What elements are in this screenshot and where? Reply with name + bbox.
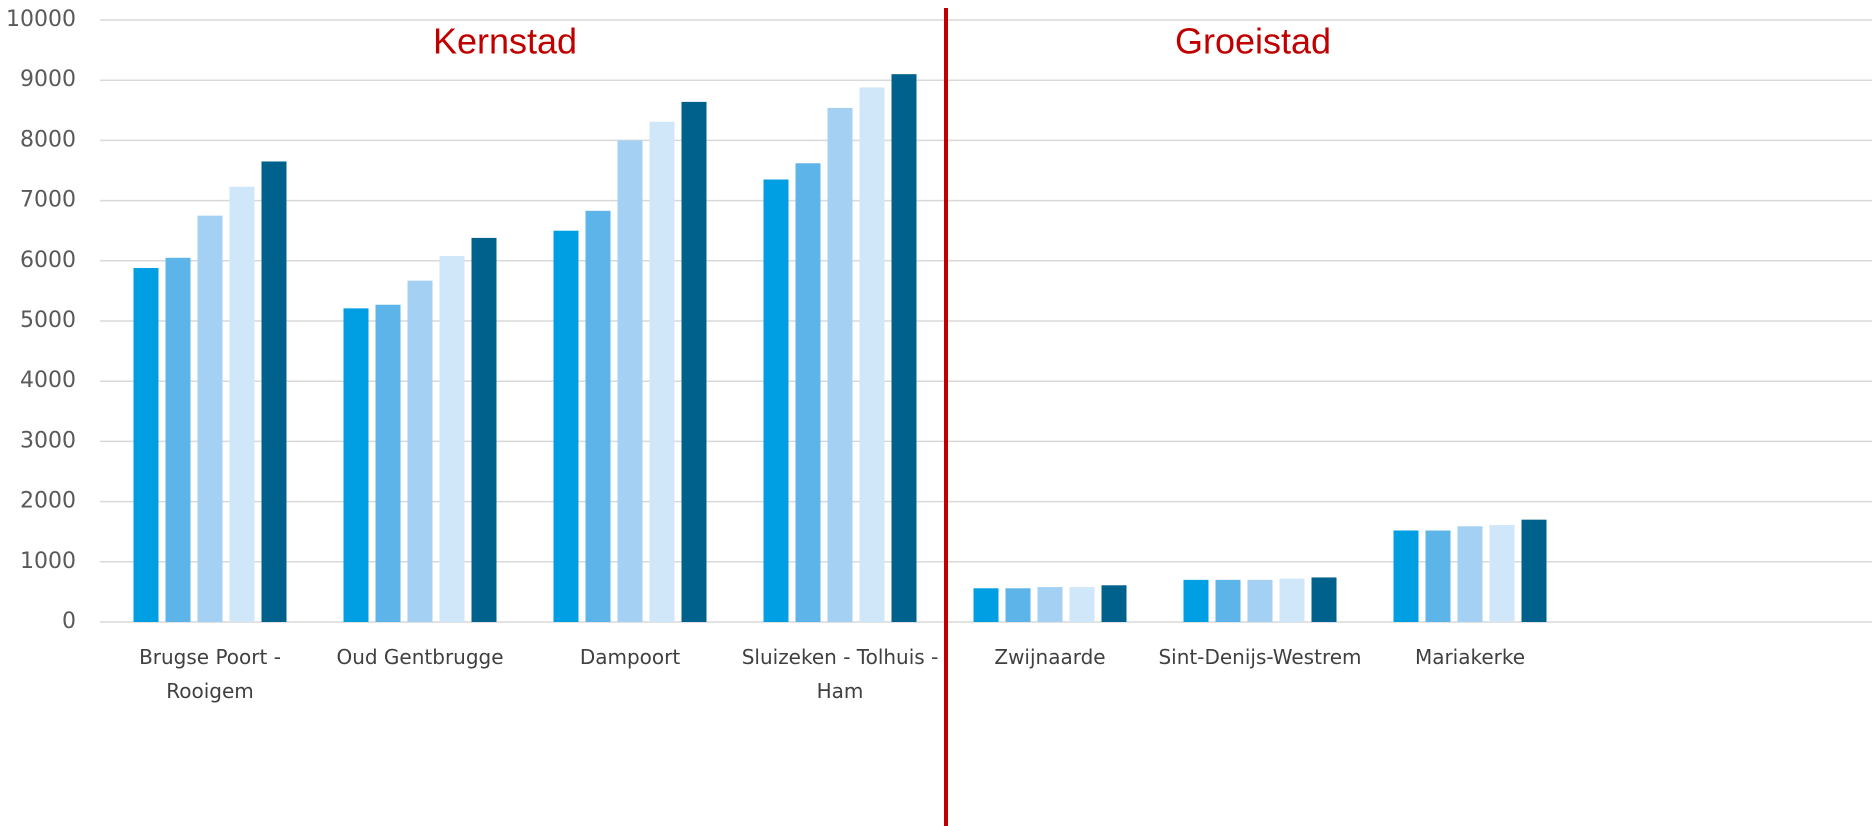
bar <box>1521 519 1547 622</box>
bar <box>1037 587 1063 622</box>
bar <box>553 230 579 622</box>
bar <box>585 210 611 623</box>
x-tick-label: Sint-Denijs-Westrem <box>1158 645 1362 669</box>
bar <box>229 186 255 622</box>
bar <box>681 101 707 622</box>
bar <box>1183 579 1209 622</box>
bar <box>133 268 159 622</box>
bar <box>1215 579 1241 622</box>
bar <box>1005 588 1031 622</box>
x-tick-label: Oud Gentbrugge <box>336 645 504 669</box>
bar <box>1489 525 1515 622</box>
bar <box>617 140 643 622</box>
y-tick-label: 0 <box>62 609 76 634</box>
bar <box>1069 587 1095 622</box>
bar <box>197 215 223 622</box>
annotation: Kernstad <box>433 21 577 62</box>
y-tick-label: 7000 <box>20 188 76 213</box>
x-tick-label: Brugse Poort - Rooigem <box>139 645 281 703</box>
bar <box>891 74 917 623</box>
bar <box>827 107 853 623</box>
y-tick-label: 3000 <box>20 428 76 453</box>
bar <box>1393 530 1419 622</box>
bar <box>1279 578 1305 622</box>
x-tick-label: Dampoort <box>579 645 681 669</box>
bar <box>343 308 369 622</box>
bar <box>763 179 789 622</box>
x-tick-label: Zwijnaarde <box>994 645 1106 669</box>
y-tick-label: 2000 <box>20 489 76 514</box>
y-tick-label: 8000 <box>20 127 76 152</box>
bar <box>165 257 191 622</box>
bar <box>261 161 287 622</box>
bar <box>649 121 675 622</box>
bar <box>1101 585 1127 622</box>
bar <box>1425 530 1451 622</box>
y-tick-label: 5000 <box>20 308 76 333</box>
bar <box>1457 526 1483 622</box>
bar <box>859 87 885 622</box>
y-tick-label: 4000 <box>20 368 76 393</box>
x-tick-label: Mariakerke <box>1414 645 1526 669</box>
y-tick-label: 1000 <box>20 549 76 574</box>
bar <box>471 237 497 622</box>
annotation: Groeistad <box>1175 21 1331 62</box>
bar <box>375 304 401 622</box>
bar <box>1247 579 1273 622</box>
y-tick-label: 10000 <box>6 7 76 32</box>
bar <box>1311 577 1337 622</box>
x-tick-label: Sluizeken - Tolhuis - Ham <box>741 645 939 703</box>
y-tick-label: 6000 <box>20 248 76 273</box>
y-tick-label: 9000 <box>20 67 76 92</box>
bar <box>973 588 999 622</box>
bar <box>407 280 433 622</box>
bar <box>439 255 465 622</box>
bar <box>795 163 821 622</box>
